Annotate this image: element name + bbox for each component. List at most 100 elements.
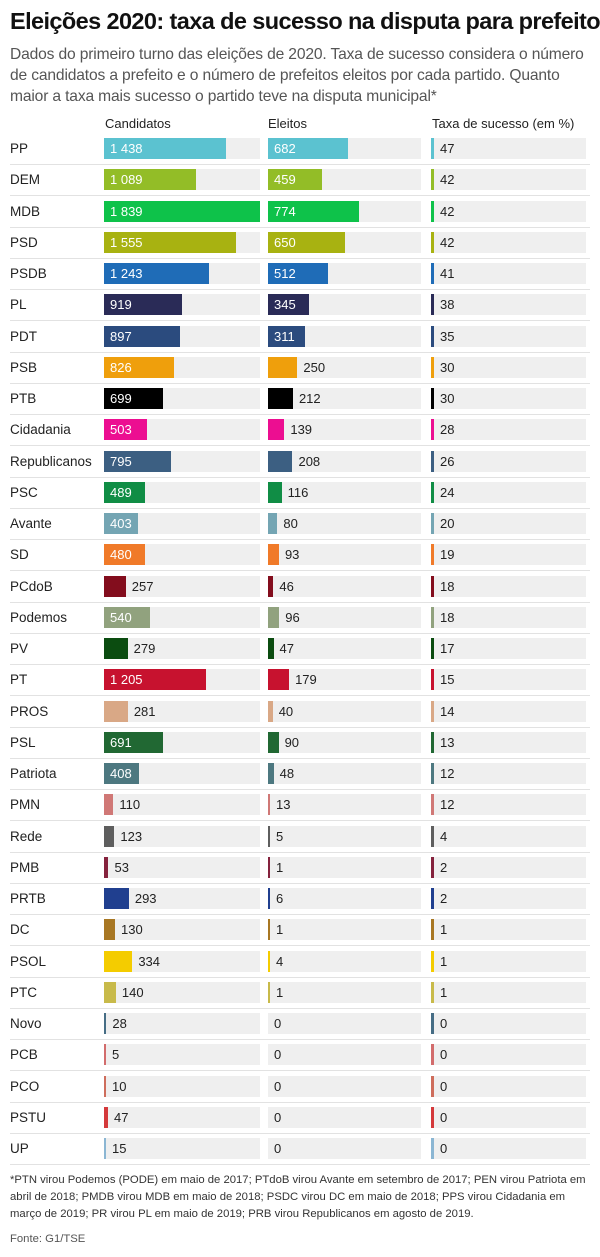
eleitos-track: 1	[268, 919, 421, 941]
row-divider	[10, 976, 590, 978]
eleitos-bar	[268, 638, 274, 659]
taxa-value-label: 42	[440, 203, 455, 219]
party-name: PP	[10, 141, 29, 156]
taxa-bar	[431, 231, 434, 253]
candidatos-track: 47	[104, 1106, 260, 1128]
row-divider	[10, 226, 590, 228]
taxa-bar	[431, 606, 434, 628]
taxa-track: 0	[431, 1044, 586, 1066]
taxa-track: 19	[431, 544, 586, 566]
taxa-bar	[431, 544, 434, 566]
row-divider	[10, 257, 590, 259]
candidatos-track: 5	[104, 1044, 260, 1066]
candidatos-value-label: 1 243	[110, 266, 143, 281]
taxa-track: 1	[431, 919, 586, 941]
eleitos-bar	[268, 950, 270, 972]
party-row: PCO 10 0 0	[0, 1072, 600, 1103]
party-row: PSDB 1 243 512 41	[0, 259, 600, 290]
candidatos-value-label: 110	[119, 797, 141, 813]
column-header-candidatos: Candidatos	[105, 116, 171, 131]
party-name: PDT	[10, 328, 37, 344]
party-row: PT 1 205 179 15	[0, 665, 600, 697]
candidatos-value-label: 15	[112, 1141, 127, 1156]
taxa-track: 18	[431, 606, 586, 628]
eleitos-bar	[268, 325, 305, 347]
taxa-bar	[431, 825, 434, 847]
taxa-track: 14	[431, 700, 586, 722]
party-name: DC	[10, 922, 30, 938]
eleitos-bar	[268, 669, 290, 691]
taxa-bar	[431, 481, 434, 503]
eleitos-value-label: 208	[298, 453, 321, 469]
row-divider	[10, 1070, 590, 1072]
eleitos-bar	[268, 981, 270, 1003]
candidatos-bar	[104, 294, 182, 316]
candidatos-track: 28	[104, 1013, 260, 1034]
eleitos-bar	[268, 388, 293, 409]
party-name: PSB	[10, 359, 38, 375]
taxa-value-label: 14	[440, 703, 455, 719]
candidatos-bar	[104, 1138, 106, 1159]
row-divider	[10, 632, 590, 634]
candidatos-value-label: 334	[138, 953, 161, 969]
row-divider	[10, 726, 590, 728]
taxa-track: 41	[431, 263, 586, 284]
taxa-value-label: 0	[440, 1141, 448, 1156]
taxa-track: 26	[431, 450, 586, 472]
row-divider	[10, 382, 590, 384]
column-header-eleitos: Eleitos	[268, 116, 308, 131]
row-divider	[10, 195, 590, 197]
candidatos-track: 1 089	[104, 169, 260, 191]
taxa-bar	[431, 575, 434, 597]
taxa-value-label: 42	[440, 234, 455, 250]
candidatos-value-label: 699	[110, 391, 132, 406]
eleitos-track: 96	[268, 606, 421, 628]
party-name: UP	[10, 1141, 29, 1156]
taxa-bar	[431, 700, 434, 722]
taxa-value-label: 0	[440, 1016, 448, 1031]
candidatos-bar	[104, 200, 260, 222]
candidatos-bar	[104, 325, 181, 347]
taxa-value-label: 12	[440, 797, 455, 813]
taxa-bar	[431, 294, 434, 316]
party-row: PCB 5 0 0	[0, 1040, 600, 1072]
candidatos-value-label: 123	[120, 828, 143, 844]
eleitos-track: 6	[268, 888, 421, 909]
eleitos-track: 5	[268, 825, 421, 847]
taxa-value-label: 17	[440, 641, 455, 656]
taxa-value-label: 41	[440, 266, 455, 281]
taxa-bar	[431, 1044, 434, 1066]
eleitos-track: 93	[268, 544, 421, 566]
eleitos-bar	[268, 825, 270, 847]
taxa-track: 30	[431, 388, 586, 409]
taxa-bar	[431, 356, 434, 378]
candidatos-value-label: 257	[131, 578, 154, 594]
taxa-bar	[431, 325, 434, 347]
taxa-value-label: 12	[440, 766, 455, 781]
eleitos-bar	[268, 513, 278, 534]
taxa-value-label: 2	[440, 859, 448, 875]
eleitos-value-label: 93	[284, 547, 300, 563]
taxa-track: 12	[431, 794, 586, 816]
party-name: PSL	[10, 734, 36, 750]
eleitos-track: 0	[268, 1044, 421, 1066]
candidatos-track: 1 555	[104, 231, 260, 253]
taxa-bar	[431, 450, 434, 472]
row-divider	[10, 351, 590, 353]
row-divider	[10, 695, 590, 697]
eleitos-bar	[268, 544, 279, 566]
taxa-track: 24	[431, 481, 586, 503]
taxa-track: 28	[431, 419, 586, 441]
eleitos-track: 116	[268, 481, 421, 503]
candidatos-value-label: 5	[112, 1047, 120, 1063]
candidatos-track: 489	[104, 481, 260, 503]
eleitos-value-label: 80	[283, 516, 298, 531]
candidatos-track: 691	[104, 731, 260, 753]
taxa-value-label: 26	[440, 453, 455, 469]
eleitos-value-label: 0	[274, 1016, 282, 1031]
row-divider	[10, 476, 590, 478]
party-name: PROS	[10, 703, 49, 719]
party-name: Rede	[10, 828, 43, 844]
candidatos-value-label: 130	[121, 922, 143, 938]
candidatos-value-label: 28	[112, 1016, 127, 1031]
